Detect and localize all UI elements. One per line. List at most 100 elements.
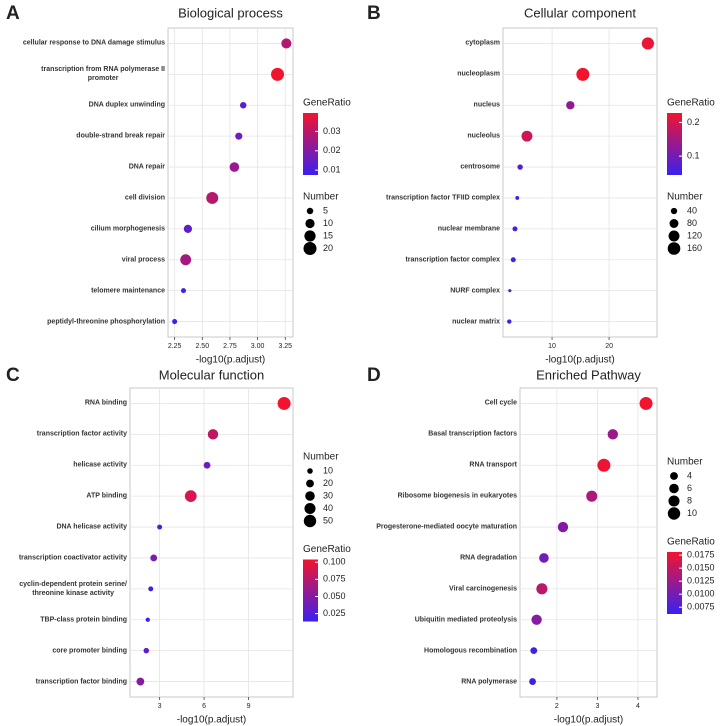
chart-title: Cellular component [524,5,636,20]
dot [517,164,523,170]
dot [539,553,549,563]
legend-title: Number [667,457,703,468]
dot [184,490,197,503]
category-label: telomere maintenance [91,287,165,295]
size-key [667,507,681,520]
chart-title: Molecular function [159,367,265,382]
panel-label: A [6,3,20,24]
x-tick-label: 3 [595,703,599,710]
category-label: transcription factor complex [405,256,500,264]
size-key-label: 20 [323,243,333,253]
dot [507,319,512,324]
category-label: Basal transcription factors [428,430,517,438]
dot [515,196,520,200]
color-tick-label: 0.01 [323,165,341,175]
size-key [304,230,316,242]
category-label: nuclear membrane [437,225,500,233]
dot [172,319,178,325]
size-key [304,502,316,515]
dot [183,224,193,233]
size-key [303,242,317,255]
legend-title: Number [667,192,703,203]
x-tick-label: 2.25 [168,343,182,350]
dot [143,647,150,654]
x-axis-title: -log10(p.adjust) [196,355,265,366]
size-key-label: 120 [687,230,702,240]
dot [508,289,512,293]
dot [510,257,516,263]
x-tick-label: 20 [605,343,613,350]
color-tick-label: 0.025 [323,608,346,618]
category-label: cytoplasm [465,39,500,47]
legend-title: GeneRatio [303,544,351,555]
category-label: DNA duplex unwinding [88,101,165,109]
size-key [305,218,315,229]
size-key-label: 5 [323,205,328,215]
dot [136,677,145,686]
category-label: RNA polymerase [461,678,517,686]
color-bar [303,113,318,175]
dot [150,554,158,562]
category-label: viral process [121,256,165,264]
dot [530,647,538,655]
size-key [303,514,317,528]
category-label: cell division [124,194,165,202]
size-key-label: 4 [687,470,692,480]
legend-title: GeneRatio [667,537,715,548]
size-key-label: 10 [323,218,333,228]
color-tick-label: 0.1 [687,151,700,161]
dot [597,458,611,472]
color-tick-label: 0.0100 [687,589,715,599]
legend-title: Number [303,192,339,203]
panel-label: B [367,3,381,24]
x-tick-label: 3.25 [278,343,292,350]
dot [203,461,211,469]
dot [512,226,518,232]
category-label: nucleus [473,101,500,109]
dot [281,38,292,49]
size-key-label: 40 [687,205,697,215]
category-label: peptidyl-threonine phosphorylation [47,318,165,326]
category-label: transcription coactivator activity [18,554,127,562]
category-label: Viral carcinogenesis [449,585,517,593]
size-key [670,207,678,215]
dot [207,429,219,440]
panel-label: D [367,365,381,386]
panel-label: C [6,365,20,386]
dot [157,524,163,530]
dot [235,132,243,140]
category-label: transcription from RNA polymerase II pro… [41,66,165,83]
category-label: Ribosome biogenesis in eukaryotes [397,492,517,500]
size-key-label: 15 [323,230,333,240]
category-label: Homologous recombination [424,647,517,655]
legend-title: GeneRatio [667,98,715,109]
color-tick-label: 0.0075 [687,602,715,612]
category-label: core promoter binding [52,647,127,655]
dot [639,396,653,410]
x-tick-label: 3.00 [251,343,265,350]
category-label: RNA transport [469,461,517,469]
dot [239,102,247,109]
dot [148,586,154,592]
category-label: nucleoplasm [457,70,500,78]
dot [521,130,533,142]
dot [145,617,150,622]
category-label: DNA helicase activity [56,523,127,531]
color-tick-label: 0.03 [323,126,341,136]
x-axis-title: -log10(p.adjust) [554,715,623,726]
x-tick-label: 3 [158,703,162,710]
size-key [306,479,314,488]
dot [607,429,619,440]
dot [180,288,187,294]
size-key-label: 30 [323,490,333,500]
category-label: Ubiquitin mediated proteolysis [414,616,517,624]
legend-title: Number [303,452,339,463]
category-label: DNA repair [128,163,165,171]
color-tick-label: 0.050 [323,591,346,601]
dot [641,37,654,50]
dot [271,67,285,81]
category-label: helicase activity [73,461,127,469]
x-tick-label: 10 [548,343,556,350]
dot [529,678,536,685]
